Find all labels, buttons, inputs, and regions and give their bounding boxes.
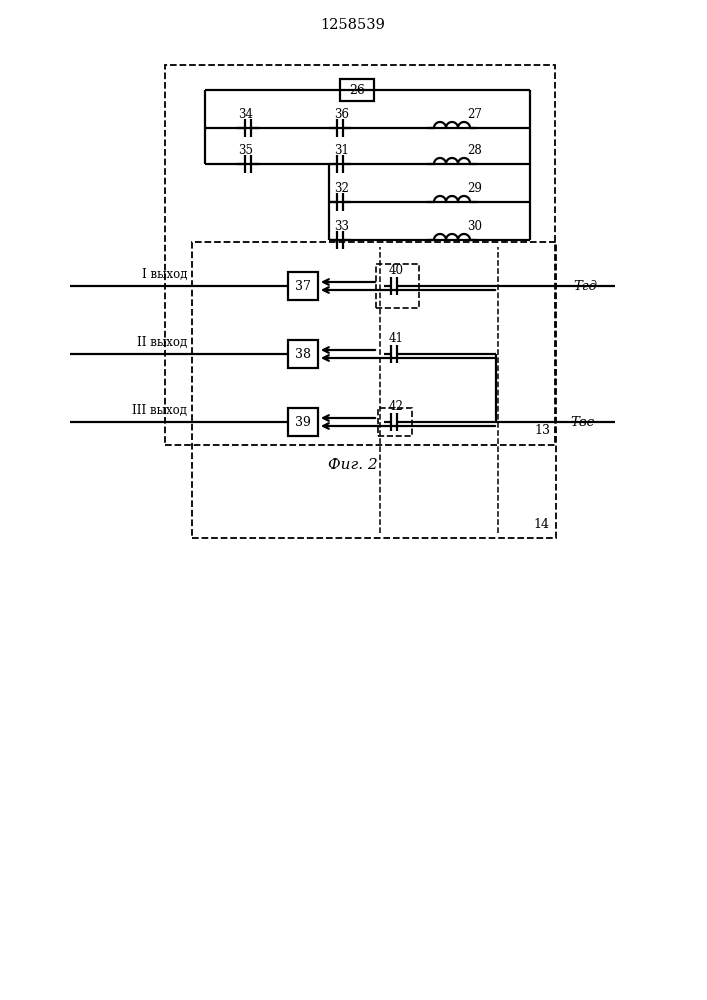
Text: Tве: Tве	[571, 416, 595, 428]
Text: II выход: II выход	[136, 336, 187, 349]
Bar	[376, 264, 419, 308]
Bar	[378, 408, 412, 436]
Text: III выход: III выход	[132, 403, 187, 416]
Bar	[288, 272, 318, 300]
Text: 40: 40	[389, 263, 404, 276]
Text: 14: 14	[533, 518, 549, 530]
Bar	[192, 242, 556, 538]
Text: 1258539: 1258539	[320, 18, 385, 32]
Text: 31: 31	[334, 143, 349, 156]
Text: 39: 39	[295, 416, 311, 428]
Text: 30: 30	[467, 220, 482, 232]
Text: 38: 38	[295, 348, 311, 360]
Text: I выход: I выход	[141, 267, 187, 280]
Text: 37: 37	[295, 279, 311, 292]
Text: Фиг. 2: Фиг. 2	[328, 458, 378, 472]
Text: 32: 32	[334, 182, 349, 194]
Text: 27: 27	[467, 107, 482, 120]
Bar	[165, 65, 555, 445]
Text: 33: 33	[334, 220, 349, 232]
Text: 42: 42	[389, 399, 404, 412]
Bar	[288, 340, 318, 368]
Text: 13: 13	[534, 424, 550, 438]
Text: 26: 26	[349, 84, 365, 97]
Text: 41: 41	[389, 332, 404, 344]
Text: Tгд: Tгд	[573, 279, 597, 292]
Text: 35: 35	[238, 143, 254, 156]
Text: 36: 36	[334, 107, 349, 120]
Text: 28: 28	[467, 143, 482, 156]
Text: 29: 29	[467, 182, 482, 194]
Bar	[340, 79, 374, 101]
Text: 34: 34	[238, 107, 254, 120]
Bar	[288, 408, 318, 436]
